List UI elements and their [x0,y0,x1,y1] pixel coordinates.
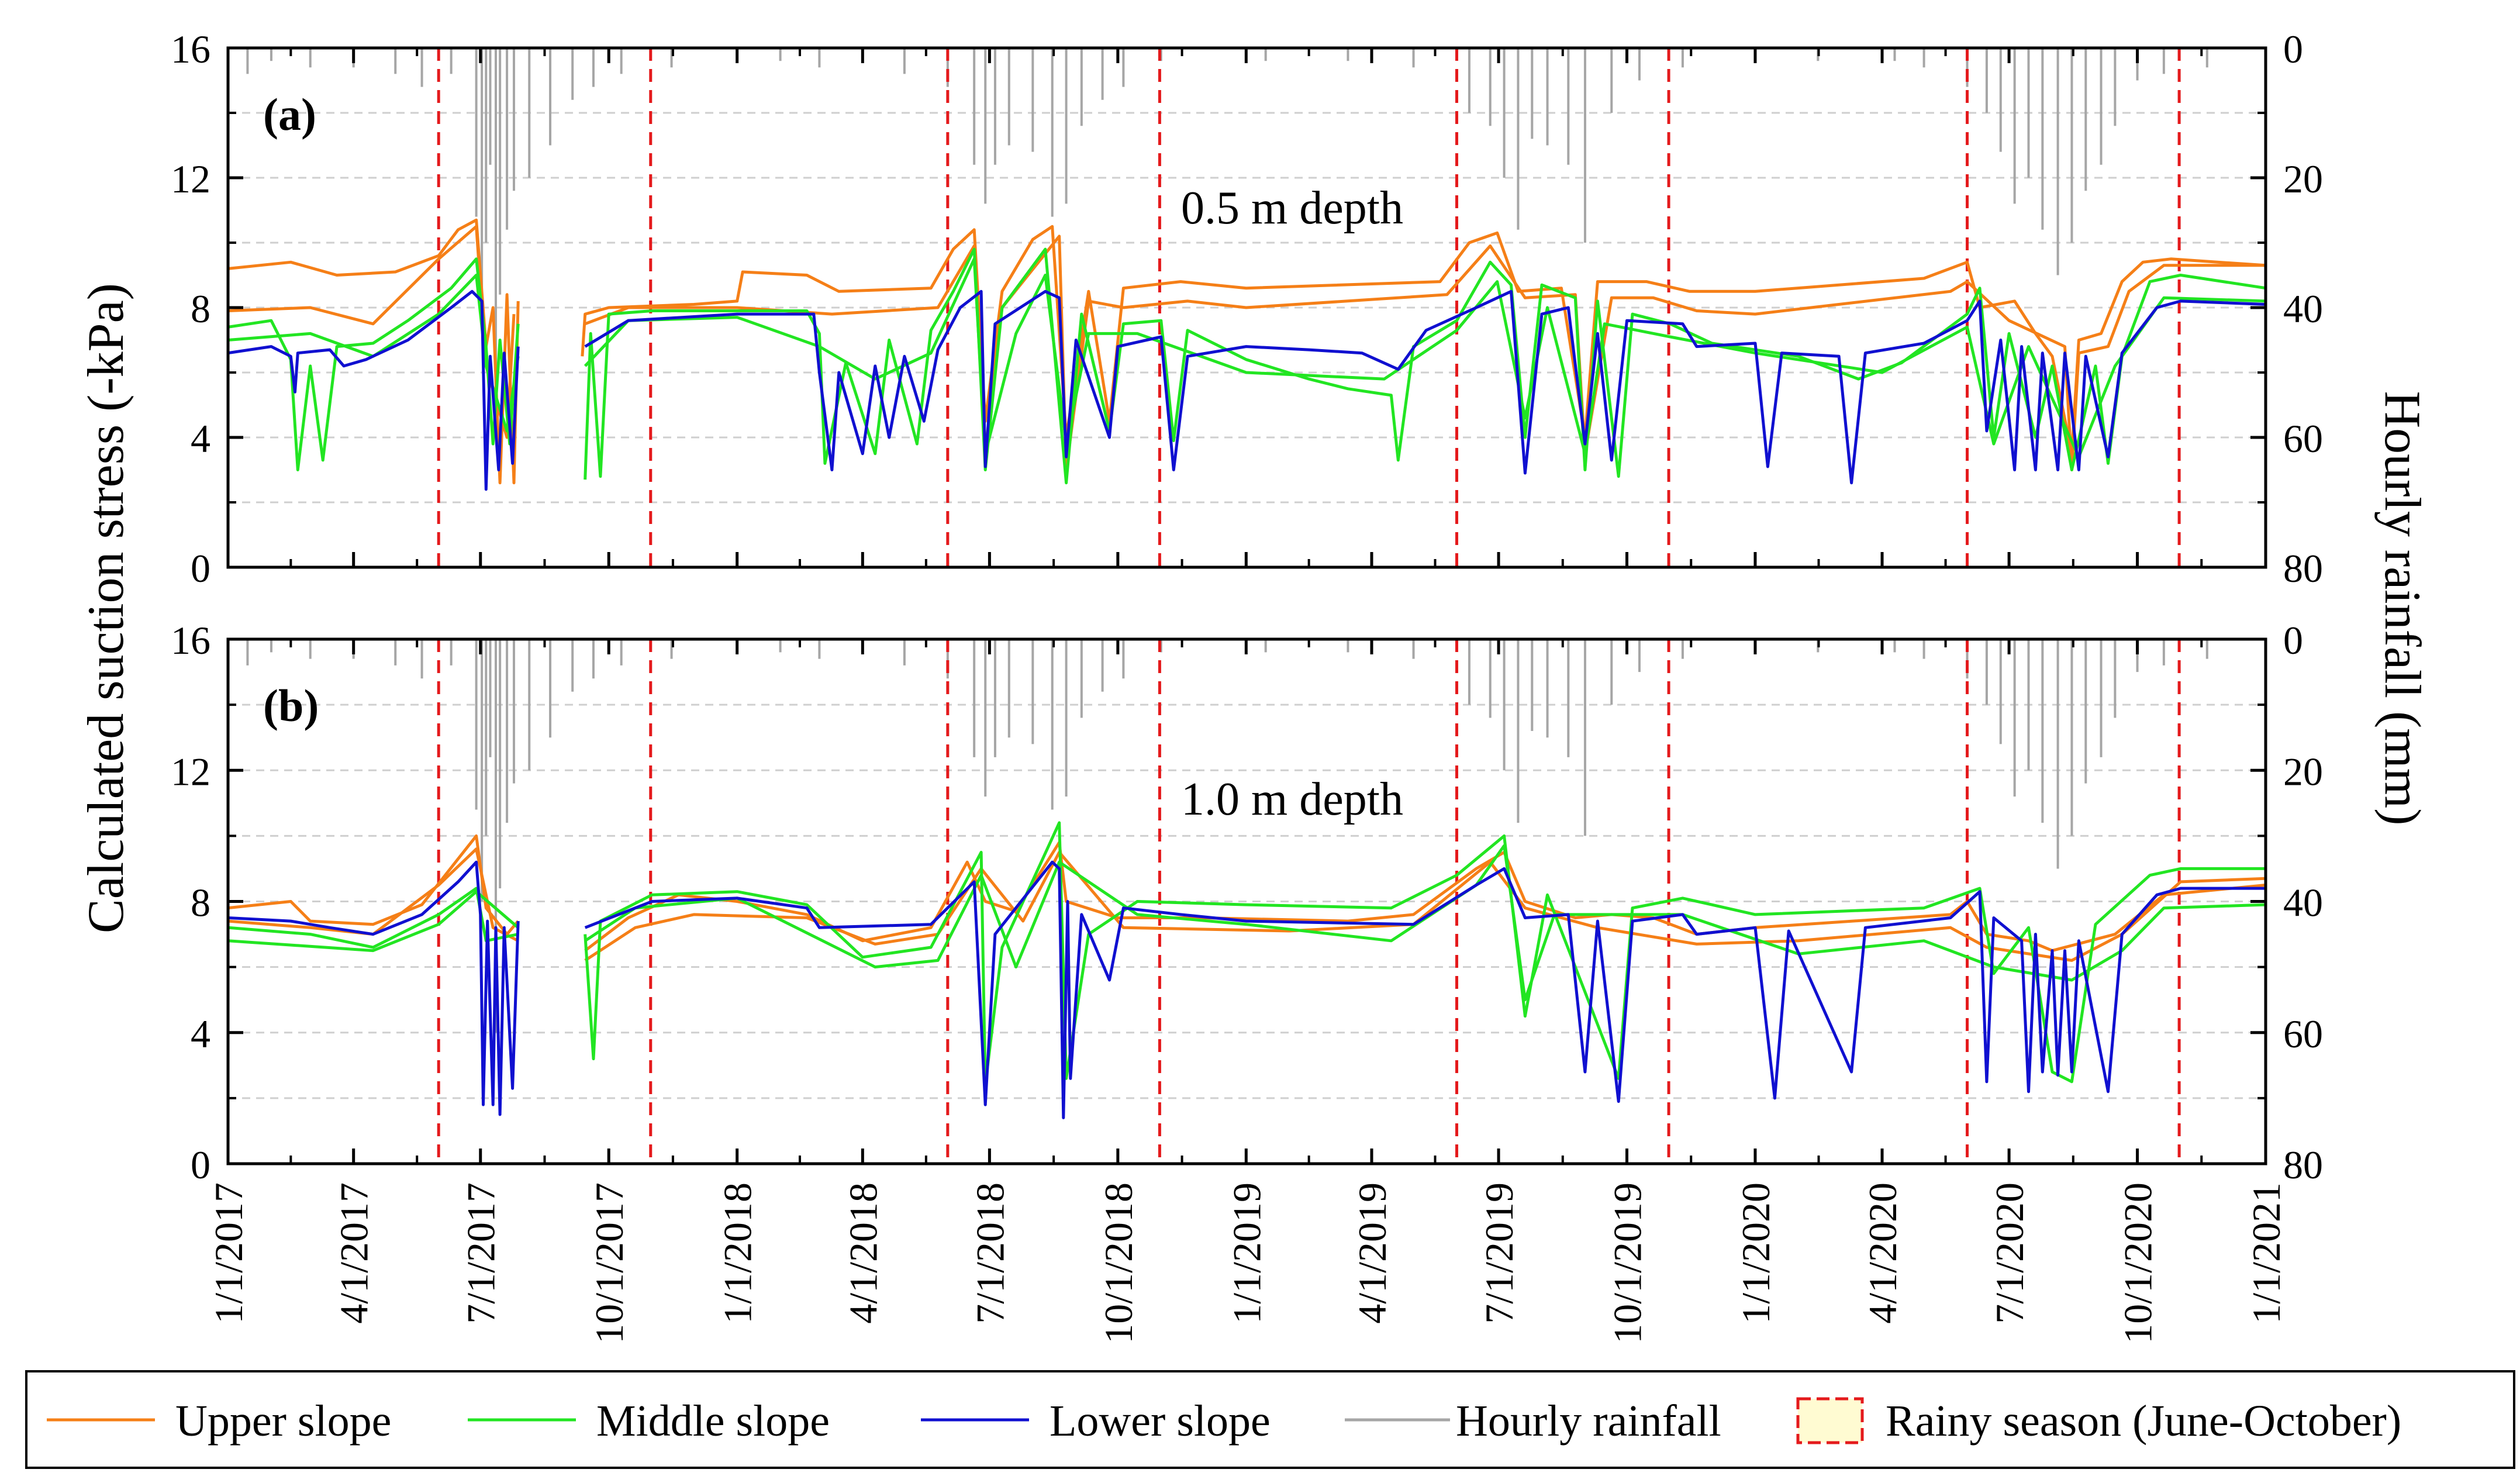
rainfall-series [246,48,2208,437]
x-tick-label: 4/1/2017 [332,1182,377,1324]
y-tick-label: 0 [191,546,210,591]
x-tick-label: 10/1/2020 [2116,1182,2160,1344]
legend-lower-label: Lower slope [1050,1396,1271,1446]
panel-label: (a) [263,89,316,140]
legend-middle-label: Middle slope [596,1396,830,1446]
x-tick-label: 10/1/2019 [1606,1182,1650,1344]
suction-series [228,821,2266,1119]
x-tick-label: 4/1/2018 [841,1182,885,1324]
y2-tick-label: 20 [2283,157,2323,201]
middle-slope-line-3 [228,247,2266,485]
x-tick-label: 1/1/2017 [206,1182,251,1324]
lower-slope-line-5 [228,289,2266,491]
y2-tick-label: 20 [2283,749,2323,794]
x-tick-label: 7/1/2018 [968,1182,1012,1324]
y2-tick-label: 60 [2283,1012,2323,1056]
panel-label: (b) [263,680,319,731]
suction-series [228,218,2266,491]
x-tick-label: 4/1/2020 [1860,1182,1905,1324]
x-tick-label: 10/1/2018 [1096,1182,1141,1344]
y-tick-label: 16 [171,27,210,71]
y-tick-label: 4 [191,1012,210,1056]
y2-tick-label: 0 [2283,618,2303,663]
x-tick-label: 7/1/2019 [1477,1182,1521,1324]
y2-axis-label: Hourly rainfall (mm) [2374,391,2431,826]
y2-tick-label: 80 [2283,546,2323,591]
legend-season-label: Rainy season (June-October) [1886,1396,2401,1446]
depth-annotation: 0.5 m depth [1181,182,1403,234]
rainfall-series [246,639,2208,1033]
x-tick-label: 4/1/2019 [1350,1182,1394,1324]
panels: 0 4 8 12 16 0 20 40 60 80 (a) 0.5 m depth 0 4 8 12 16 0 20… [171,27,2323,1344]
x-tick-label: 1/1/2018 [716,1182,760,1324]
x-tick-label: 10/1/2017 [587,1182,631,1344]
y2-tick-label: 40 [2283,881,2323,925]
x-tick-label: 7/1/2017 [459,1182,503,1324]
y-tick-label: 4 [191,416,210,461]
x-tick-label: 1/1/2021 [2244,1182,2288,1324]
legend-season-swatch [1796,1397,1864,1444]
panel-b: 0 4 8 12 16 0 20 40 60 80 1/1/2017 4/1/2017 7/1/2017… [171,618,2323,1344]
x-tick-label: 1/1/2020 [1734,1182,1778,1324]
legend-rain-label: Hourly rainfall [1456,1396,1721,1446]
y-tick-label: 0 [191,1143,210,1187]
depth-annotation: 1.0 m depth [1181,774,1403,825]
legend-upper-label: Upper slope [175,1396,391,1446]
upper-slope-line-2 [228,225,2266,471]
y-axis-label: Calculated suction stress (-kPa) [78,283,134,933]
middle-slope-line-4 [228,844,2266,1002]
y-tick-label: 8 [191,287,210,331]
y-tick-label: 12 [171,749,210,794]
y2-tick-label: 60 [2283,416,2323,461]
y-tick-label: 12 [171,157,210,201]
legend: Upper slope Middle slope Lower slope Hou… [25,1370,2515,1469]
y2-tick-label: 80 [2283,1143,2323,1187]
x-tick-label: 7/1/2020 [1987,1182,2032,1324]
x-tick-label: 1/1/2019 [1224,1182,1269,1324]
y2-tick-label: 0 [2283,27,2303,71]
lower-slope-line-5 [228,860,2266,1119]
upper-slope-line-1 [228,218,2266,485]
y-tick-label: 16 [171,618,210,663]
legend-box [25,1370,2515,1469]
y-tick-label: 8 [191,881,210,925]
y2-tick-label: 40 [2283,287,2323,331]
panel-a: 0 4 8 12 16 0 20 40 60 80 (a) 0.5 m depth [171,27,2323,591]
middle-slope-line-4 [228,257,2266,458]
